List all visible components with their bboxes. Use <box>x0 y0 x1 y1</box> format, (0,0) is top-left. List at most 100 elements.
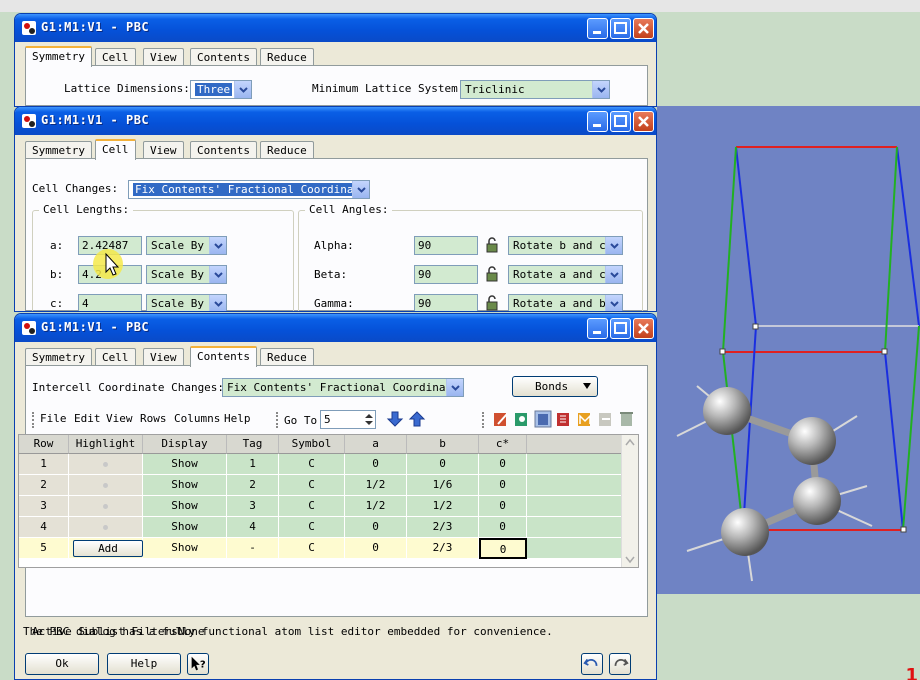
carbon-atom-3[interactable] <box>793 477 841 525</box>
tab-cell[interactable]: Cell <box>95 48 136 66</box>
tab-contents[interactable]: Contents <box>190 346 257 367</box>
maximize-button[interactable] <box>610 18 631 39</box>
cell-symbol[interactable]: C <box>279 454 345 475</box>
title-bar[interactable]: G1:M1:V1 - PBC <box>15 14 656 42</box>
cell-symbol[interactable]: C <box>279 475 345 496</box>
tab-symmetry[interactable]: Symmetry <box>25 141 92 159</box>
cell-b[interactable]: 1/2 <box>407 496 479 517</box>
title-bar[interactable]: G1:M1:V1 - PBC <box>15 107 656 135</box>
tab-reduce[interactable]: Reduce <box>260 141 314 159</box>
minimize-button[interactable] <box>587 318 608 339</box>
menu-rows[interactable]: Rows <box>140 412 167 425</box>
ok-button[interactable]: Ok <box>25 653 99 675</box>
cell-a[interactable]: 0 <box>345 454 407 475</box>
menu-edit[interactable]: Edit <box>74 412 101 425</box>
cell-symbol[interactable]: C <box>279 538 345 559</box>
tab-contents[interactable]: Contents <box>190 48 257 66</box>
cell-tag[interactable]: 1 <box>227 454 279 475</box>
arrow-up-icon[interactable] <box>408 410 426 428</box>
cell-tag[interactable]: 2 <box>227 475 279 496</box>
cell-b[interactable]: 1/6 <box>407 475 479 496</box>
cell-tag[interactable]: 4 <box>227 517 279 538</box>
lock-icon[interactable] <box>484 237 500 253</box>
carbon-atom-2[interactable] <box>788 417 836 465</box>
angle-alpha-input[interactable]: 90 <box>414 236 478 255</box>
minimum-lattice-select[interactable]: Triclinic <box>460 80 610 99</box>
tab-reduce[interactable]: Reduce <box>260 348 314 366</box>
close-button[interactable] <box>633 111 654 132</box>
cell-a[interactable]: 1/2 <box>345 475 407 496</box>
column-header-symbol[interactable]: Symbol <box>279 435 345 454</box>
column-header-a[interactable]: a <box>345 435 407 454</box>
cell-row-number[interactable]: 2 <box>19 475 69 496</box>
cell-a[interactable]: 0 <box>345 517 407 538</box>
tab-contents[interactable]: Contents <box>190 141 257 159</box>
cell-b[interactable]: 2/3 <box>407 517 479 538</box>
add-row-button[interactable]: Add <box>73 540 143 557</box>
cell-c[interactable]: 0 <box>479 517 527 538</box>
cell-row-number[interactable]: 5 <box>19 538 69 559</box>
cell-highlight[interactable] <box>69 517 143 538</box>
cell-c[interactable]: 0 <box>479 496 527 517</box>
cell-b[interactable]: 0 <box>407 454 479 475</box>
toolbar-grip[interactable] <box>482 412 486 428</box>
tab-symmetry[interactable]: Symmetry <box>25 46 92 67</box>
tab-view[interactable]: View <box>143 48 184 66</box>
cell-symbol[interactable]: C <box>279 517 345 538</box>
filter-rows-icon[interactable] <box>534 410 552 428</box>
lattice-dimensions-select[interactable]: Three <box>190 80 252 99</box>
column-header-tag[interactable]: Tag <box>227 435 279 454</box>
cell-tag[interactable]: 3 <box>227 496 279 517</box>
tab-view[interactable]: View <box>143 348 184 366</box>
column-header-c[interactable]: c* <box>479 435 527 454</box>
title-bar[interactable]: G1:M1:V1 - PBC <box>15 314 656 342</box>
length-c-input[interactable]: 4 <box>78 294 142 311</box>
tab-view[interactable]: View <box>143 141 184 159</box>
carbon-atom-4[interactable] <box>721 508 769 556</box>
cell-display[interactable]: Show <box>143 454 227 475</box>
angle-gamma-input[interactable]: 90 <box>414 294 478 311</box>
arrow-down-icon[interactable] <box>386 410 404 428</box>
help-button[interactable]: Help <box>107 653 181 675</box>
cell-display[interactable]: Show <box>143 538 227 559</box>
tab-reduce[interactable]: Reduce <box>260 48 314 66</box>
cell-highlight[interactable]: Add <box>69 538 143 559</box>
angle-beta-mode-select[interactable]: Rotate a and c <box>508 265 623 284</box>
menu-columns[interactable]: Columns <box>174 412 221 425</box>
cell-display[interactable]: Show <box>143 517 227 538</box>
column-header-b[interactable]: b <box>407 435 479 454</box>
column-header-row[interactable]: Row <box>19 435 69 454</box>
bonds-menu-button[interactable]: Bonds <box>512 376 598 397</box>
menu-view[interactable]: View <box>106 412 133 425</box>
toolbar-grip[interactable] <box>276 412 280 428</box>
cell-display[interactable]: Show <box>143 496 227 517</box>
sort-rows-icon[interactable] <box>555 410 573 428</box>
goto-row-spinner[interactable]: 5 <box>320 410 376 429</box>
lock-icon[interactable] <box>484 295 500 311</box>
edit-table-icon[interactable] <box>492 410 510 428</box>
cell-c[interactable]: 0 <box>479 475 527 496</box>
tab-symmetry[interactable]: Symmetry <box>25 348 92 366</box>
lock-icon[interactable] <box>484 266 500 282</box>
cell-a[interactable]: 1/2 <box>345 496 407 517</box>
table-vertical-scrollbar[interactable] <box>621 435 638 567</box>
angle-beta-input[interactable]: 90 <box>414 265 478 284</box>
menu-file[interactable]: File <box>40 412 67 425</box>
cell-c[interactable]: 0 <box>479 454 527 475</box>
column-header-display[interactable]: Display <box>143 435 227 454</box>
tab-cell[interactable]: Cell <box>95 139 136 160</box>
carbon-atom-1[interactable] <box>703 387 751 435</box>
cell-changes-select[interactable]: Fix Contents' Fractional Coordinates <box>128 180 370 199</box>
intercell-changes-select[interactable]: Fix Contents' Fractional Coordinates <box>222 378 464 397</box>
molecule-viewer[interactable] <box>657 106 920 594</box>
cell-tag[interactable]: - <box>227 538 279 559</box>
cell-symbol[interactable]: C <box>279 496 345 517</box>
angle-alpha-mode-select[interactable]: Rotate b and c <box>508 236 623 255</box>
cell-highlight[interactable] <box>69 475 143 496</box>
cell-display[interactable]: Show <box>143 475 227 496</box>
maximize-button[interactable] <box>610 318 631 339</box>
mark-atoms-icon[interactable] <box>576 410 594 428</box>
cell-row-number[interactable]: 4 <box>19 517 69 538</box>
undo-button[interactable] <box>581 653 603 675</box>
cell-a[interactable]: 0 <box>345 538 407 559</box>
